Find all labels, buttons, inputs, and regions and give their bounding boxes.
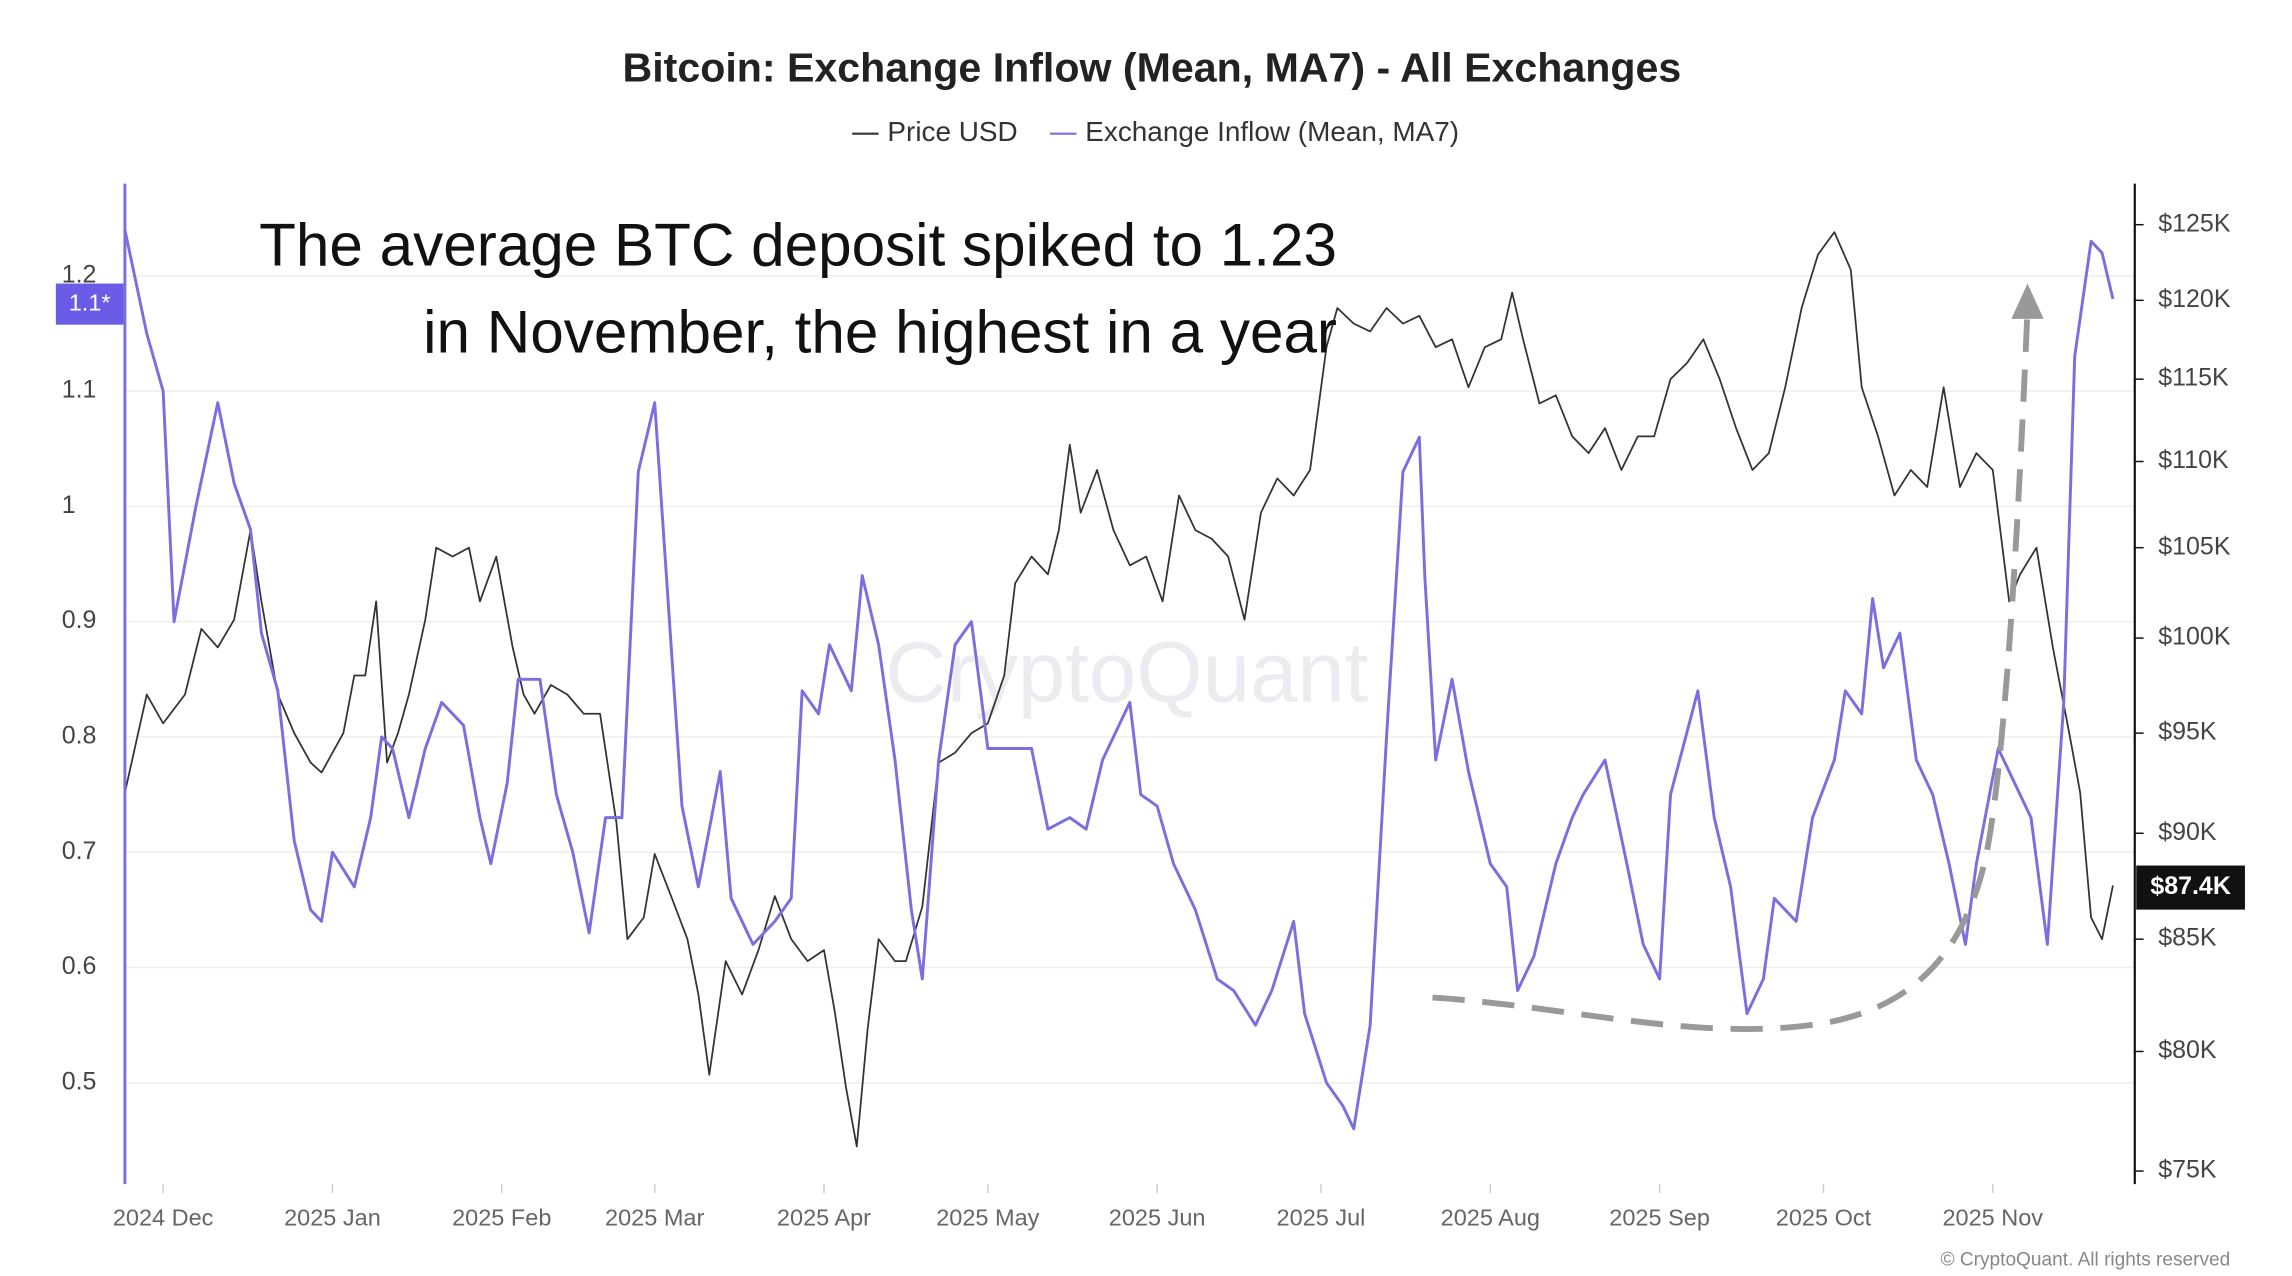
y-tick-label: 0.5 bbox=[62, 1067, 97, 1095]
legend-label: Exchange Inflow (Mean, MA7) bbox=[1085, 116, 1459, 147]
credit: © CryptoQuant. All rights reserved bbox=[1941, 1250, 2231, 1271]
y-tick-label: 0.8 bbox=[62, 722, 97, 750]
x-tick-label: 2025 Apr bbox=[777, 1205, 871, 1231]
x-tick-label: 2025 Aug bbox=[1441, 1205, 1540, 1231]
legend: Price USD Exchange Inflow (Mean, MA7) bbox=[852, 116, 1459, 147]
chart-title: Bitcoin: Exchange Inflow (Mean, MA7) - A… bbox=[623, 44, 1682, 90]
trend-arrow bbox=[1432, 308, 2031, 1032]
y2-tick-label: $110K bbox=[2158, 446, 2229, 474]
y-tick-label: 1 bbox=[62, 491, 76, 519]
x-tick-label: 2025 Jun bbox=[1109, 1205, 1206, 1231]
watermark: CryptoQuant bbox=[885, 625, 1368, 720]
x-tick-label: 2025 May bbox=[936, 1205, 1039, 1231]
y2-tick-label: $85K bbox=[2158, 924, 2217, 952]
y2-tick-label: $75K bbox=[2158, 1156, 2217, 1184]
y2-tick-label: $125K bbox=[2158, 209, 2231, 237]
left-badge bbox=[55, 283, 124, 325]
y2-tick-label: $90K bbox=[2158, 818, 2217, 846]
series-line bbox=[123, 229, 2115, 1131]
y-tick-label: 0.7 bbox=[62, 837, 97, 865]
y2-tick-label: $100K bbox=[2158, 623, 2231, 651]
y2-tick-label: $80K bbox=[2158, 1036, 2217, 1064]
x-tick-label: 2025 Jan bbox=[284, 1205, 381, 1231]
x-tick-label: 2025 Mar bbox=[605, 1205, 704, 1231]
last-price-label: $87.4K bbox=[2150, 872, 2231, 900]
y2-tick-label: $95K bbox=[2158, 718, 2217, 746]
series-line bbox=[124, 231, 2114, 1148]
y2-tick-label: $120K bbox=[2158, 285, 2231, 313]
x-tick-label: 2025 Nov bbox=[1942, 1205, 2043, 1231]
y-tick-label: 0.9 bbox=[62, 606, 97, 634]
x-tick-label: 2025 Jul bbox=[1277, 1205, 1366, 1231]
annotation: The average BTC deposit spiked to 1.23 bbox=[259, 211, 1337, 279]
x-tick-label: 2024 Dec bbox=[113, 1205, 214, 1231]
y2-tick-label: $115K bbox=[2158, 364, 2229, 392]
last-price-badge bbox=[2136, 865, 2245, 910]
y-tick-label: 0.6 bbox=[62, 952, 97, 980]
arrow-head bbox=[2011, 283, 2044, 319]
y-tick-label: 1.1 bbox=[62, 376, 97, 404]
x-tick-label: 2025 Feb bbox=[452, 1205, 551, 1231]
x-tick-label: 2025 Oct bbox=[1776, 1205, 1872, 1231]
grid bbox=[124, 275, 2135, 1084]
annotation: in November, the highest in a year bbox=[423, 297, 1337, 365]
left-badge-label: 1.1* bbox=[69, 289, 111, 315]
legend-label: Price USD bbox=[887, 116, 1017, 147]
x-tick-label: 2025 Sep bbox=[1609, 1205, 1710, 1231]
y2-tick-label: $105K bbox=[2158, 532, 2231, 560]
plot bbox=[123, 229, 2115, 1148]
